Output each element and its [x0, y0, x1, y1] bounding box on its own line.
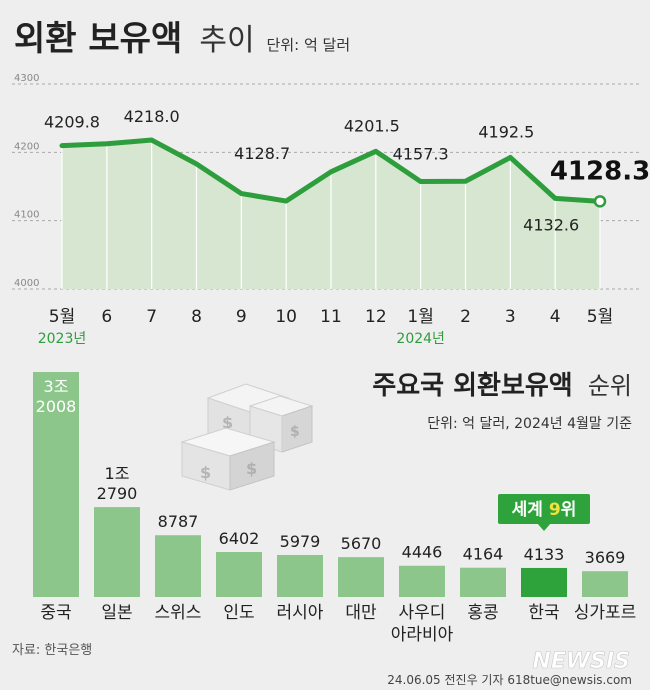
korea-rank-badge: 세계 9위	[498, 494, 590, 531]
rank-badge-prefix: 세계	[512, 500, 549, 520]
trend-value-label: 4209.8	[44, 113, 100, 132]
svg-text:$: $	[246, 459, 257, 478]
bar-category-label: 스위스	[155, 603, 202, 623]
month-tick-label: 9	[236, 307, 247, 327]
bar-category-label: 싱가포르	[574, 603, 637, 623]
bar-value-label: 2008	[36, 397, 77, 416]
trend-value-label: 4157.3	[393, 145, 449, 164]
bar-3	[216, 551, 262, 597]
bar-value-label: 4164	[463, 545, 504, 564]
svg-text:외환 보유액 추이: 외환 보유액 추이	[14, 19, 255, 59]
reserve-trend-chart: 4300 4200 4100 4000 4209.8 4218.0 4128.7 4201.…	[12, 73, 650, 347]
bar-value-label: 5670	[341, 534, 382, 553]
trend-chart-title: 외환 보유액	[14, 19, 182, 59]
bar-4	[277, 554, 323, 597]
bar-value-label: 2790	[97, 484, 138, 503]
trend-value-labels: 4209.8 4218.0 4128.7 4201.5 4157.3 4192.5 4132…	[44, 107, 650, 234]
trend-line	[59, 137, 607, 208]
rank-badge-pointer	[537, 523, 551, 531]
money-stack-illustration: $ $ $ $ $	[180, 383, 314, 491]
month-tick-label: 10	[275, 307, 297, 327]
ranking-chart-title-suffix: 순위	[588, 372, 632, 400]
rank-badge-text: 세계 9위	[512, 500, 577, 520]
month-tick-label: 3	[505, 307, 516, 327]
trend-value-label: 4128.3	[550, 156, 650, 186]
rank-badge-box	[498, 494, 590, 524]
month-tick-label: 5월	[49, 307, 75, 327]
bar-value-label: 6402	[219, 529, 260, 548]
bar-2	[155, 535, 201, 597]
credit-line: 24.06.05 전진우 기자 618tue@newsis.com	[387, 673, 632, 687]
month-tick-label: 4	[550, 307, 561, 327]
bar-7	[460, 567, 506, 597]
gridline-label: 4200	[14, 141, 39, 152]
gridline-label: 4100	[14, 210, 39, 221]
gridline-label: 4000	[14, 278, 39, 289]
bar-8	[521, 567, 567, 597]
bar-category-label: 중국	[40, 603, 71, 623]
month-tick-label: 5월	[587, 307, 613, 327]
month-tick-label: 8	[191, 307, 202, 327]
bar-value-label: 4446	[402, 543, 443, 562]
bar-category-label: 아라비아	[391, 625, 454, 645]
latest-point-marker	[593, 195, 607, 208]
trend-value-label: 4218.0	[124, 107, 180, 126]
bar-category-label: 일본	[101, 603, 132, 623]
bar-value-label: 4133	[524, 545, 565, 564]
svg-text:$: $	[222, 413, 233, 432]
month-tick-label: 6	[101, 307, 112, 327]
trend-series-line	[59, 137, 603, 204]
trend-chart-title-suffix: 추이	[199, 23, 254, 58]
month-tick-label: 1월	[407, 307, 433, 327]
bar-6	[399, 565, 445, 597]
trend-value-label: 4201.5	[344, 116, 400, 135]
svg-text:주요국 외환보유액 순위: 주요국 외환보유액 순위	[372, 371, 632, 401]
ranking-chart-title: 주요국 외환보유액	[372, 371, 572, 401]
rank-badge-suffix: 위	[561, 500, 577, 520]
reserve-trend-header: 외환 보유액 추이 단위: 억 달러	[14, 19, 350, 59]
month-tick-label: 12	[365, 307, 387, 327]
newsis-logo: NEWSIS	[532, 649, 630, 674]
ranking-header: 주요국 외환보유액 순위 단위: 억 달러, 2024년 4월말 기준	[372, 371, 632, 432]
bar-category-label: 러시아	[277, 603, 324, 623]
year-label: 2024년	[396, 331, 445, 347]
trend-value-label: 4132.6	[523, 215, 579, 234]
source-note: 자료: 한국은행	[12, 642, 92, 658]
bar-category-label: 인도	[223, 603, 254, 623]
bar-category-label: 한국	[528, 603, 559, 623]
bar-category-label: 사우디	[399, 603, 446, 623]
rank-badge-number: 9	[549, 500, 561, 520]
trend-x-axis: 5월 6 7 8 9 10 11 12 1월 2 3 4 5월 2023년 2024년	[38, 307, 613, 347]
bar-value-label: 3669	[585, 548, 626, 567]
bar-category-label: 대만	[345, 603, 377, 623]
ranking-bars	[33, 372, 628, 597]
month-tick-label: 7	[146, 307, 157, 327]
trend-area	[61, 140, 601, 289]
bar-1	[94, 507, 140, 597]
year-label: 2023년	[38, 331, 87, 347]
month-tick-label: 11	[320, 307, 342, 327]
gridline-label: 4300	[14, 73, 39, 84]
trend-value-label: 4128.7	[234, 144, 290, 163]
ranking-chart-unit: 단위: 억 달러, 2024년 4월말 기준	[427, 416, 632, 432]
trend-chart-unit: 단위: 억 달러	[267, 36, 351, 54]
svg-text:$: $	[290, 424, 300, 440]
bar-value-label: 3조	[44, 377, 69, 396]
svg-text:$: $	[200, 463, 211, 482]
bar-value-label: 1조	[105, 464, 130, 483]
bar-value-label: 8787	[158, 512, 199, 531]
bar-9	[582, 571, 628, 597]
bar-category-label: 홍콩	[467, 603, 498, 623]
bar-0	[33, 372, 79, 597]
month-tick-label: 2	[460, 307, 471, 327]
bar-value-label: 5979	[280, 532, 321, 551]
bar-5	[338, 557, 384, 597]
trend-value-label: 4192.5	[478, 122, 534, 141]
